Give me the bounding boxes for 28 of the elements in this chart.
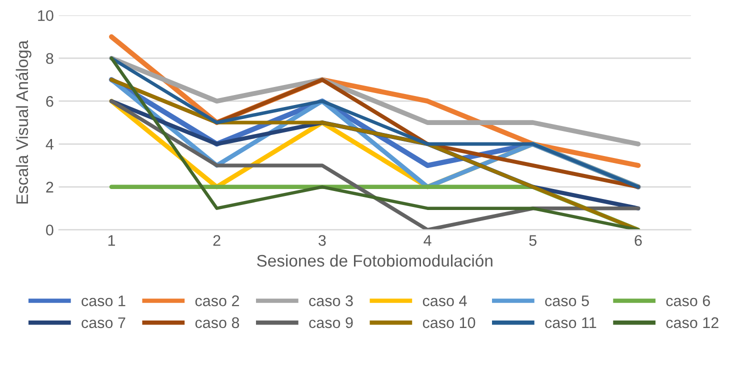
x-axis-title: Sesiones de Fotobiomodulación xyxy=(257,254,492,267)
legend-label: caso 12 xyxy=(666,317,718,328)
line-series xyxy=(110,56,640,189)
x-tick-label: 1 xyxy=(108,235,115,246)
y-tick-label: 8 xyxy=(46,53,54,64)
legend-label: caso 9 xyxy=(309,317,353,328)
x-tick-label: 2 xyxy=(213,235,220,246)
legend-label: caso 6 xyxy=(666,295,710,306)
y-axis-title: Escala Visual Análoga xyxy=(16,40,32,204)
y-tick-label: 6 xyxy=(46,96,54,107)
legend-label: caso 8 xyxy=(195,317,240,328)
legend-label: caso 10 xyxy=(422,317,476,328)
legend-label: caso 11 xyxy=(545,317,596,328)
legend-label: caso 3 xyxy=(309,295,353,306)
x-tick-label: 4 xyxy=(424,235,432,246)
line-series xyxy=(109,56,641,146)
legend-label: caso 1 xyxy=(82,296,126,306)
y-tick-label: 10 xyxy=(38,10,54,22)
y-tick-label: 4 xyxy=(46,139,54,150)
y-tick-label: 0 xyxy=(46,224,54,236)
legend-label: caso 2 xyxy=(195,295,239,306)
x-tick-label: 5 xyxy=(529,235,536,246)
legend-label: caso 7 xyxy=(82,317,126,328)
y-tick-label: 2 xyxy=(46,182,54,192)
x-tick-label: 3 xyxy=(318,235,326,246)
legend-label: caso 5 xyxy=(545,296,589,306)
legend-label: caso 4 xyxy=(422,296,467,306)
x-tick-label: 6 xyxy=(634,235,642,246)
